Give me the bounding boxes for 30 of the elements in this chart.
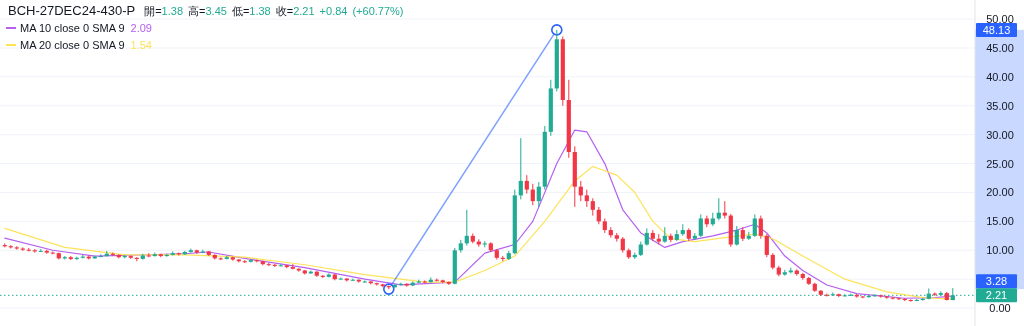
text: 48.13 bbox=[982, 23, 1011, 36]
legend-label: MA 10 close 0 SMA 9 2.09 bbox=[20, 22, 152, 34]
text: 3.28 bbox=[985, 275, 1008, 288]
candlestick bbox=[698, 213, 703, 238]
y-tick-label: 0.00 bbox=[989, 302, 1011, 315]
y-tick-label: 50.00 bbox=[986, 13, 1014, 26]
candlestick bbox=[908, 298, 913, 303]
y-tick-label: 15.00 bbox=[986, 215, 1014, 228]
text: 開=1.38 高=3.45 低=1.38 收=2.21 +0.84 (+60.77%) bbox=[144, 5, 404, 17]
candlestick bbox=[530, 183, 535, 206]
ref-line-label: 2.21 bbox=[985, 289, 1008, 302]
y-tick-label: 25.00 bbox=[986, 157, 1014, 170]
candlestick bbox=[536, 181, 541, 208]
legend-label: MA 20 close 0 SMA 9 1.54 bbox=[20, 39, 152, 51]
candlestick bbox=[518, 137, 523, 200]
line-series bbox=[4, 165, 954, 300]
candlestick bbox=[752, 213, 757, 238]
y-tick-label: 10.00 bbox=[986, 244, 1014, 257]
chart-title: BCH-27DEC24-430-P bbox=[8, 3, 136, 18]
candlestick bbox=[764, 233, 769, 258]
y-tick-label: 20.00 bbox=[986, 186, 1014, 199]
candlestick bbox=[758, 215, 763, 240]
candlestick bbox=[734, 225, 739, 247]
y-tick-label: 35.00 bbox=[986, 99, 1014, 112]
y-tick-label: 30.00 bbox=[986, 128, 1014, 141]
y-tick-label: 40.00 bbox=[986, 70, 1014, 83]
line-series bbox=[4, 129, 954, 299]
candlestick bbox=[524, 174, 529, 195]
candlestick bbox=[872, 293, 877, 298]
y-tick-label: 45.00 bbox=[986, 41, 1014, 54]
